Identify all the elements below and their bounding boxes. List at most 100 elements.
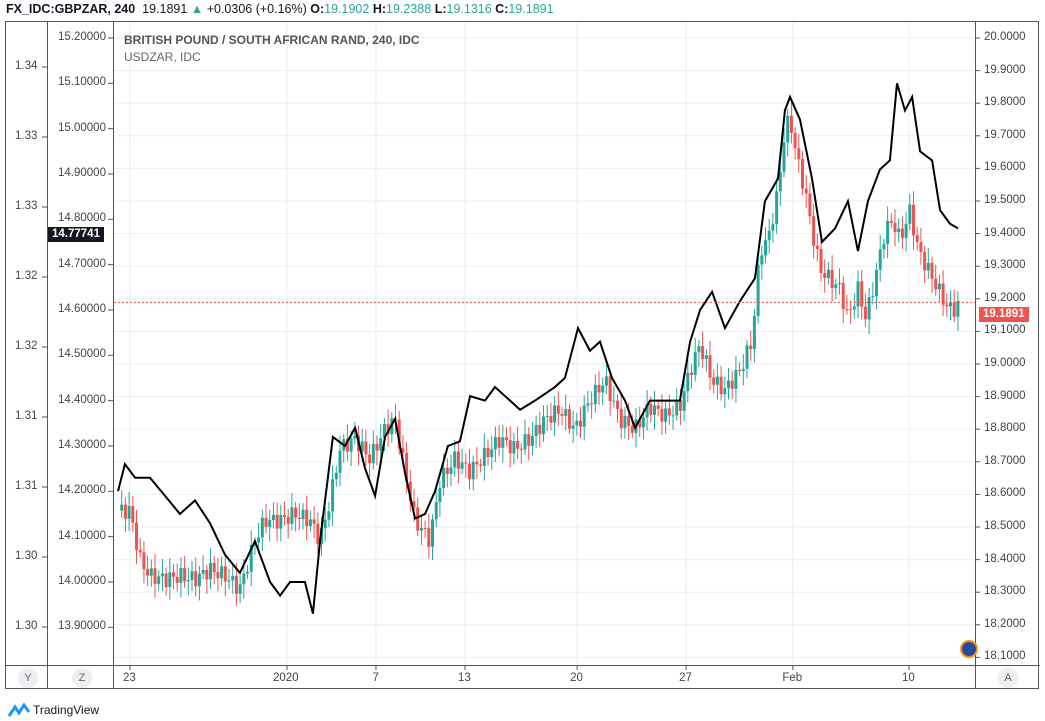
uk-flag-icon[interactable] (960, 640, 978, 658)
candle-body (949, 302, 953, 307)
up-triangle-icon: ▲ (190, 2, 204, 16)
candle-body (416, 507, 420, 531)
candle-body (556, 405, 560, 414)
right-axis-label: 19.2000 (984, 292, 1026, 304)
brand-name: TradingView (33, 703, 100, 717)
candle-body (512, 440, 516, 454)
candle-body (630, 425, 634, 433)
left-axis-1-label: 1.34 (15, 60, 38, 72)
candle-body (900, 228, 904, 238)
time-axis-label: 23 (123, 672, 136, 684)
candle-body (186, 579, 190, 582)
candle-body (542, 416, 546, 435)
candle-body (368, 454, 372, 464)
candle-body (246, 571, 250, 574)
candle-body (930, 262, 934, 279)
candle-body (579, 420, 583, 427)
candle-body (334, 472, 338, 480)
candle-body (164, 573, 168, 588)
candle-body (786, 115, 790, 143)
right-axis-label: 19.8000 (984, 96, 1026, 108)
left-axis-label: 14.00000 (58, 575, 106, 587)
candle-body (505, 437, 509, 441)
left-axis-label: 14.90000 (58, 167, 106, 179)
candle-body (882, 243, 886, 250)
left-axis-1-label: 1.30 (15, 620, 38, 632)
candle-body (538, 424, 542, 435)
candle-body (715, 376, 719, 385)
candle-body (686, 372, 690, 392)
left-axis-label: 14.10000 (58, 530, 106, 542)
candle-body (797, 148, 801, 160)
candle-body (675, 400, 679, 416)
candle-body (297, 517, 301, 519)
candle-body (301, 509, 305, 519)
candle-body (815, 245, 819, 249)
candle-body (275, 514, 279, 529)
candle-body (479, 464, 483, 466)
candle-body (453, 451, 457, 468)
right-axis-label: 18.5000 (984, 520, 1026, 532)
candle-body (904, 223, 908, 238)
candle-body (305, 509, 309, 527)
y-button[interactable]: Y (18, 668, 38, 688)
candle-body (364, 441, 368, 455)
auto-scale-button[interactable]: A (998, 668, 1018, 688)
candle-body (656, 405, 660, 409)
candle-body (423, 527, 427, 529)
candle-body (764, 240, 768, 256)
candle-body (323, 519, 327, 529)
candle-body (719, 376, 723, 395)
left-axis-label: 14.30000 (58, 439, 106, 451)
candle-body (693, 352, 697, 375)
candle-body (271, 514, 275, 521)
left-axis-label: 14.40000 (58, 394, 106, 406)
symbol-header: FX_IDC:GBPZAR, 240 19.1891 ▲ +0.0306 (+0… (6, 2, 554, 16)
candle-body (146, 569, 150, 576)
candle-body (660, 408, 664, 422)
candle-body (260, 517, 264, 538)
tradingview-logo[interactable]: TradingView (8, 703, 99, 717)
candle-body (160, 573, 164, 577)
candle-body (205, 569, 209, 580)
right-axis-label: 19.4000 (984, 227, 1026, 239)
candle-body (438, 488, 442, 503)
candle-body (527, 434, 531, 446)
candle-body (812, 216, 816, 246)
candle-body (371, 443, 375, 464)
candle-body (730, 380, 734, 389)
candle-body (863, 306, 867, 320)
candle-body (408, 481, 412, 502)
candle-body (349, 438, 353, 452)
candle-body (194, 571, 198, 587)
candle-body (190, 571, 194, 580)
candle-body (745, 345, 749, 369)
candle-body (582, 405, 586, 427)
candle-body (471, 461, 475, 480)
candle-body (249, 544, 253, 572)
right-axis-label: 19.0000 (984, 357, 1026, 369)
right-axis-label: 18.8000 (984, 422, 1026, 434)
z-button[interactable]: Z (72, 668, 92, 688)
candle-body (172, 572, 176, 577)
candle-body (412, 501, 416, 508)
candle-body (678, 400, 682, 411)
candle-body (353, 435, 357, 439)
axis-divider (975, 21, 976, 689)
candle-body (690, 372, 694, 375)
candle-body (834, 284, 838, 288)
candle-body (449, 467, 453, 475)
time-axis-label: 7 (372, 672, 379, 684)
candle-body (286, 517, 290, 524)
candle-body (308, 519, 312, 527)
candle-body (923, 252, 927, 271)
candle-body (878, 249, 882, 270)
time-axis-label: 27 (679, 672, 692, 684)
candle-body (197, 573, 201, 587)
candle-body (401, 448, 405, 453)
candle-body (530, 435, 534, 446)
candle-body (886, 220, 890, 244)
candle-body (238, 584, 242, 594)
candle-body (456, 451, 460, 469)
